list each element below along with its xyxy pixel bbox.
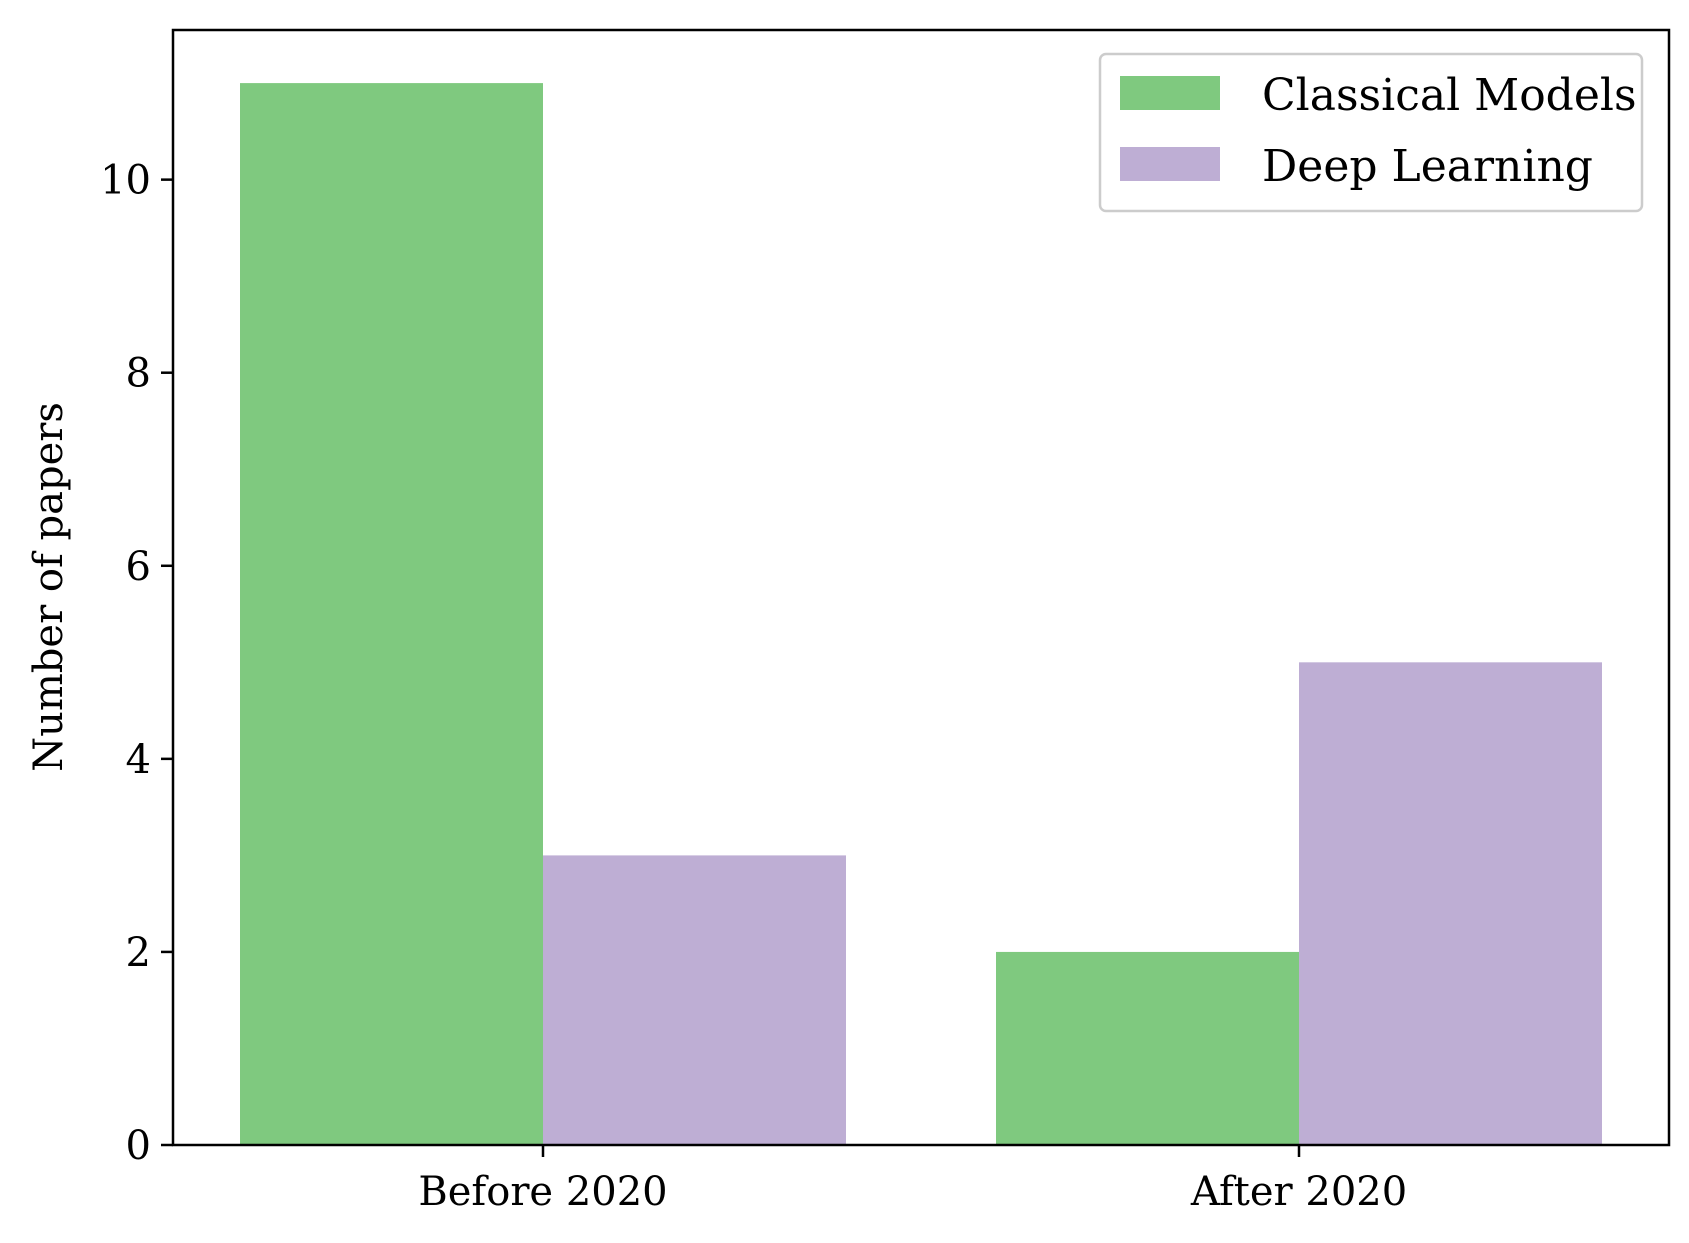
y-tick-label-2: 2 [126, 930, 151, 976]
x-axis: Before 2020 After 2020 [418, 1145, 1407, 1215]
legend-frame [1098, 52, 1644, 213]
bars-group [240, 83, 1602, 1146]
plot-frame [171, 28, 1671, 1147]
legend-label-deep-learning: Deep Learning [1262, 141, 1593, 192]
y-tick-label-0: 0 [126, 1123, 151, 1169]
bar-classical-models-after-2020 [996, 951, 1299, 1145]
legend-swatch-classical-models [1120, 76, 1220, 110]
y-axis: 0 2 4 6 8 10 [100, 158, 173, 1169]
y-tick-label-6: 6 [126, 544, 151, 590]
y-tick-label-4: 4 [126, 737, 151, 783]
y-tick-label-10: 10 [100, 158, 151, 204]
y-axis-label: Number of papers [26, 402, 72, 772]
legend-swatch-deep-learning [1120, 147, 1220, 181]
y-tick-label-8: 8 [126, 351, 151, 397]
bar-deep-learning-before-2020 [543, 855, 846, 1145]
x-tick-label-before-2020: Before 2020 [418, 1169, 667, 1215]
bar-classical-models-before-2020 [240, 83, 543, 1146]
bar-deep-learning-after-2020 [1299, 662, 1602, 1145]
legend: Classical Models Deep Learning [1098, 52, 1644, 213]
legend-label-classical-models: Classical Models [1262, 70, 1637, 121]
x-tick-label-after-2020: After 2020 [1190, 1169, 1407, 1215]
